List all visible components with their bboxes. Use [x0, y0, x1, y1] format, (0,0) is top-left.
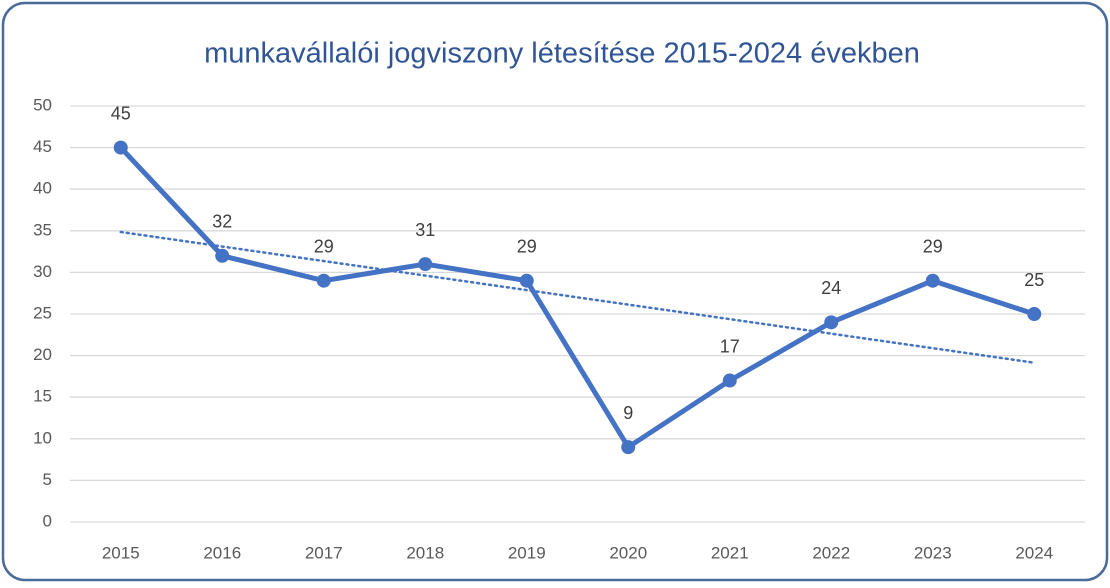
y-tick-label: 10 — [33, 428, 52, 447]
y-tick-label: 0 — [43, 511, 52, 530]
data-point — [925, 273, 940, 288]
y-tick-label: 45 — [33, 137, 52, 156]
y-tick-label: 15 — [33, 387, 52, 406]
data-point — [1027, 307, 1042, 321]
y-tick-label: 25 — [33, 303, 52, 322]
x-tick-label: 2015 — [102, 543, 140, 562]
data-label: 29 — [517, 236, 537, 256]
data-label: 31 — [415, 220, 435, 240]
x-tick-label: 2016 — [203, 543, 241, 562]
data-point — [113, 140, 128, 155]
data-point — [722, 373, 737, 388]
x-tick-label: 2018 — [406, 543, 444, 562]
data-point — [621, 440, 636, 455]
data-label: 45 — [111, 103, 131, 123]
data-point — [824, 315, 839, 330]
y-tick-label: 5 — [43, 470, 52, 489]
x-tick-label: 2017 — [305, 543, 343, 562]
trendline — [119, 230, 1036, 364]
y-tick-label: 30 — [33, 262, 52, 281]
data-point — [316, 273, 331, 288]
data-point — [418, 257, 433, 272]
data-label: 29 — [923, 236, 943, 256]
data-label: 29 — [314, 236, 334, 256]
data-point — [215, 248, 230, 263]
data-line — [118, 145, 1036, 450]
x-tick-label: 2023 — [914, 543, 952, 562]
data-point — [519, 273, 534, 288]
data-label: 32 — [212, 212, 232, 232]
x-tick-label: 2020 — [609, 543, 647, 562]
data-label: 24 — [821, 278, 841, 298]
x-tick-label: 2024 — [1015, 543, 1053, 562]
y-tick-label: 40 — [33, 179, 52, 198]
chart-title: munkavállalói jogviszony létesítése 2015… — [204, 38, 920, 70]
y-tick-label: 50 — [33, 95, 52, 114]
data-label: 25 — [1024, 270, 1044, 290]
x-tick-label: 2022 — [812, 543, 850, 562]
data-label: 9 — [623, 403, 633, 423]
data-label: 17 — [720, 336, 740, 356]
x-tick-label: 2021 — [711, 543, 749, 562]
y-tick-label: 20 — [33, 345, 52, 364]
x-tick-label: 2019 — [508, 543, 546, 562]
y-tick-label: 35 — [33, 220, 52, 239]
